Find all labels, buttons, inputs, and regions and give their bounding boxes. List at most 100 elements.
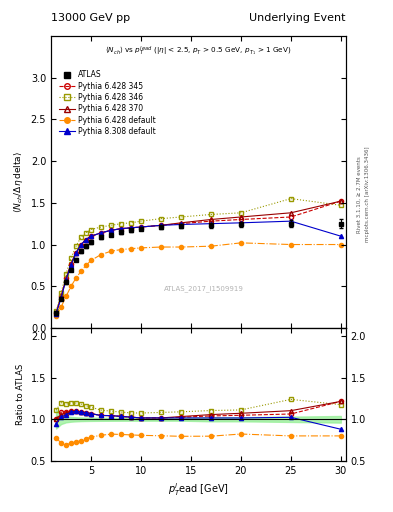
Pythia 6.428 345 (179, 221, 184, 227)
Pythia 6.428 370 (99, 230, 103, 236)
Pythia 8.308 default (59, 295, 63, 301)
Pythia 6.428 346 (64, 271, 68, 277)
Pythia 6.428 370 (84, 237, 88, 243)
Pythia 6.428 346 (288, 196, 293, 202)
Pythia 6.428 345 (119, 226, 123, 232)
Pythia 8.308 default (119, 226, 123, 232)
Pythia 6.428 346 (59, 290, 63, 296)
Pythia 8.308 default (84, 237, 88, 243)
Pythia 6.428 default (54, 313, 59, 319)
Pythia 8.308 default (74, 250, 79, 256)
Pythia 6.428 370 (288, 210, 293, 216)
Pythia 8.308 default (209, 221, 213, 227)
Line: Pythia 6.428 370: Pythia 6.428 370 (54, 199, 343, 315)
Pythia 6.428 345 (89, 233, 94, 239)
Pythia 6.428 346 (89, 226, 94, 232)
Pythia 6.428 345 (159, 222, 163, 228)
Pythia 6.428 345 (54, 310, 59, 316)
Pythia 6.428 370 (109, 227, 114, 233)
Pythia 6.428 345 (338, 198, 343, 204)
Pythia 6.428 370 (179, 220, 184, 226)
Pythia 6.428 346 (84, 230, 88, 236)
Pythia 6.428 346 (179, 214, 184, 220)
Text: Rivet 3.1.10, ≥ 2.7M events: Rivet 3.1.10, ≥ 2.7M events (357, 156, 362, 233)
Pythia 6.428 370 (209, 217, 213, 223)
Pythia 6.428 345 (64, 275, 68, 281)
Pythia 8.308 default (64, 276, 68, 283)
Pythia 8.308 default (338, 233, 343, 239)
Pythia 6.428 345 (59, 293, 63, 300)
Line: Pythia 6.428 default: Pythia 6.428 default (54, 241, 343, 318)
Pythia 6.428 345 (288, 214, 293, 220)
Pythia 6.428 default (239, 240, 243, 246)
Text: 13000 GeV pp: 13000 GeV pp (51, 13, 130, 23)
Pythia 6.428 345 (109, 227, 114, 233)
Text: Underlying Event: Underlying Event (249, 13, 346, 23)
Pythia 6.428 346 (139, 218, 143, 224)
Line: Pythia 6.428 345: Pythia 6.428 345 (54, 199, 343, 315)
Pythia 6.428 default (74, 275, 79, 281)
Pythia 6.428 default (119, 246, 123, 252)
Pythia 6.428 default (89, 258, 94, 264)
Text: mcplots.cern.ch [arXiv:1306.3436]: mcplots.cern.ch [arXiv:1306.3436] (365, 147, 370, 242)
Pythia 6.428 default (99, 251, 103, 258)
Pythia 6.428 346 (109, 222, 114, 228)
Pythia 6.428 346 (54, 308, 59, 314)
Pythia 6.428 370 (74, 250, 79, 256)
Pythia 6.428 346 (239, 210, 243, 216)
Pythia 6.428 default (84, 262, 88, 268)
Pythia 6.428 346 (159, 216, 163, 222)
Pythia 6.428 default (69, 283, 73, 289)
Text: ATLAS_2017_I1509919: ATLAS_2017_I1509919 (164, 285, 244, 292)
Pythia 6.428 370 (79, 242, 83, 248)
Line: Pythia 6.428 346: Pythia 6.428 346 (54, 197, 343, 313)
Pythia 8.308 default (288, 218, 293, 224)
Legend: ATLAS, Pythia 6.428 345, Pythia 6.428 346, Pythia 6.428 370, Pythia 6.428 defaul: ATLAS, Pythia 6.428 345, Pythia 6.428 34… (58, 69, 157, 137)
Pythia 6.428 345 (239, 217, 243, 223)
Pythia 6.428 default (79, 268, 83, 274)
Pythia 6.428 370 (69, 261, 73, 267)
Pythia 8.308 default (159, 222, 163, 228)
Pythia 6.428 346 (338, 202, 343, 208)
Pythia 6.428 default (209, 243, 213, 249)
Pythia 6.428 370 (139, 224, 143, 230)
Pythia 8.308 default (109, 227, 114, 233)
Pythia 6.428 346 (119, 221, 123, 227)
Pythia 6.428 default (139, 245, 143, 251)
Pythia 6.428 370 (64, 275, 68, 282)
Y-axis label: $\langle N_{ch}/ \Delta\eta\,\mathrm{delta}\rangle$: $\langle N_{ch}/ \Delta\eta\,\mathrm{del… (12, 151, 25, 213)
Pythia 6.428 345 (69, 261, 73, 267)
Pythia 8.308 default (99, 230, 103, 236)
Pythia 6.428 346 (209, 211, 213, 218)
Pythia 6.428 default (109, 248, 114, 254)
Pythia 6.428 346 (79, 234, 83, 240)
Pythia 6.428 default (129, 246, 133, 252)
Pythia 6.428 370 (54, 310, 59, 316)
Pythia 8.308 default (239, 220, 243, 226)
Pythia 8.308 default (179, 221, 184, 227)
Pythia 8.308 default (69, 262, 73, 268)
Pythia 6.428 346 (74, 243, 79, 249)
Y-axis label: Ratio to ATLAS: Ratio to ATLAS (16, 364, 25, 425)
Pythia 6.428 370 (338, 198, 343, 204)
Pythia 6.428 default (288, 242, 293, 248)
Pythia 6.428 370 (89, 233, 94, 239)
Pythia 6.428 370 (59, 294, 63, 300)
Pythia 6.428 345 (139, 224, 143, 230)
Pythia 6.428 370 (129, 225, 133, 231)
Pythia 6.428 default (59, 304, 63, 310)
Pythia 8.308 default (139, 224, 143, 230)
Pythia 8.308 default (129, 225, 133, 231)
Pythia 6.428 370 (159, 222, 163, 228)
Pythia 6.428 default (338, 242, 343, 248)
X-axis label: $p_T^{l}$ead [GeV]: $p_T^{l}$ead [GeV] (168, 481, 229, 498)
Pythia 6.428 default (64, 293, 68, 300)
Pythia 6.428 345 (99, 230, 103, 236)
Pythia 6.428 default (179, 244, 184, 250)
Pythia 6.428 346 (129, 220, 133, 226)
Pythia 8.308 default (89, 233, 94, 239)
Pythia 6.428 345 (129, 225, 133, 231)
Pythia 6.428 346 (99, 224, 103, 230)
Pythia 8.308 default (79, 242, 83, 248)
Pythia 6.428 346 (69, 255, 73, 261)
